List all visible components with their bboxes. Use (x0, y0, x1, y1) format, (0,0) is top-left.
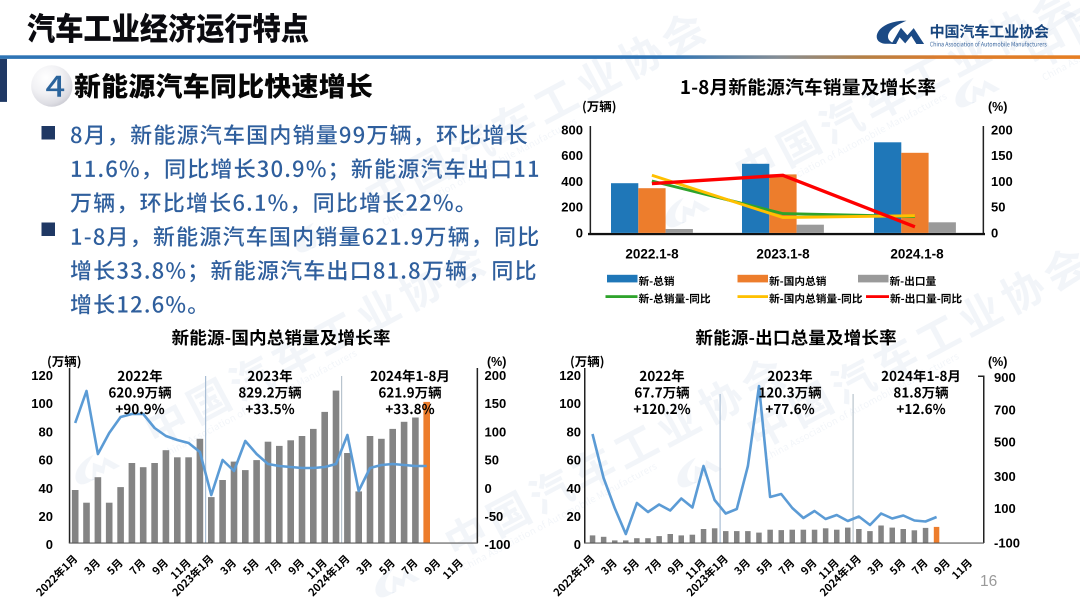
svg-text:150: 150 (991, 148, 1013, 163)
svg-text:80: 80 (39, 424, 53, 439)
svg-text:16: 16 (980, 573, 997, 590)
svg-text:20: 20 (567, 509, 581, 524)
svg-text:60: 60 (39, 453, 53, 468)
svg-text:800: 800 (561, 123, 583, 138)
svg-text:500: 500 (994, 434, 1016, 449)
svg-text:200: 200 (561, 200, 583, 215)
svg-text:100: 100 (991, 174, 1013, 189)
svg-text:(%): (%) (487, 355, 506, 369)
svg-text:200: 200 (991, 123, 1013, 138)
svg-text:80: 80 (567, 424, 581, 439)
svg-text:700: 700 (994, 403, 1016, 418)
svg-text:(%): (%) (988, 355, 1007, 369)
svg-text:100: 100 (559, 396, 581, 411)
svg-text:100: 100 (31, 396, 53, 411)
svg-text:120: 120 (31, 368, 53, 383)
svg-text:2023.1-8: 2023.1-8 (756, 247, 810, 262)
svg-text:40: 40 (567, 481, 581, 496)
svg-text:300: 300 (994, 469, 1016, 484)
svg-text:900: 900 (994, 370, 1016, 385)
svg-text:50: 50 (991, 200, 1005, 215)
svg-text:150: 150 (485, 396, 507, 411)
svg-text:2024.1-8: 2024.1-8 (890, 247, 944, 262)
svg-text:100: 100 (485, 424, 507, 439)
svg-text:2022.1-8: 2022.1-8 (625, 247, 679, 262)
svg-text:400: 400 (561, 174, 583, 189)
svg-text:50: 50 (485, 453, 499, 468)
svg-text:200: 200 (485, 368, 507, 383)
svg-text:120: 120 (559, 368, 581, 383)
svg-text:-100: -100 (994, 536, 1020, 551)
svg-text:60: 60 (567, 453, 581, 468)
svg-text:20: 20 (39, 509, 53, 524)
svg-text:-100: -100 (485, 537, 511, 552)
svg-text:0: 0 (991, 226, 998, 241)
svg-text:-50: -50 (485, 509, 504, 524)
svg-text:0: 0 (574, 537, 581, 552)
svg-text:600: 600 (561, 148, 583, 163)
svg-text:40: 40 (39, 481, 53, 496)
svg-text:(%): (%) (988, 100, 1007, 114)
svg-text:0: 0 (485, 481, 492, 496)
svg-text:0: 0 (46, 537, 53, 552)
svg-text:0: 0 (576, 226, 583, 241)
svg-text:100: 100 (994, 501, 1016, 516)
